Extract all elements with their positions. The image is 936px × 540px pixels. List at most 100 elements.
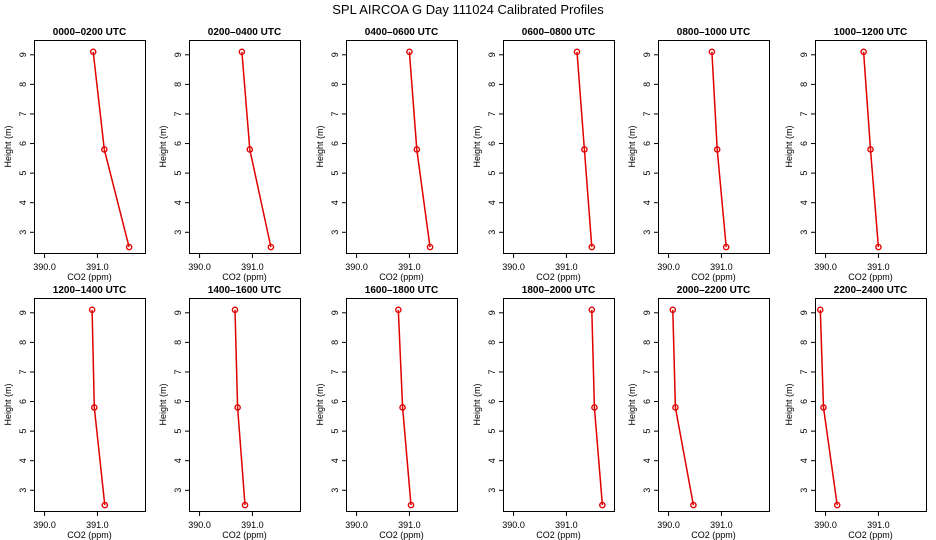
y-tick-label: 3 <box>799 488 809 493</box>
panel-title: 0600–0800 UTC <box>522 27 595 38</box>
y-axis-label: Height (m) <box>627 125 637 167</box>
plot-frame <box>34 298 146 512</box>
x-axis-label: CO2 (ppm) <box>848 530 893 540</box>
y-tick-label: 8 <box>330 340 340 345</box>
y-tick-label: 5 <box>330 429 340 434</box>
y-tick-label: 7 <box>330 369 340 374</box>
y-tick-label: 8 <box>173 340 183 345</box>
panel-title: 0800–1000 UTC <box>677 27 750 38</box>
data-point <box>860 48 867 56</box>
data-point <box>101 501 109 509</box>
y-tick-label: 6 <box>799 141 809 146</box>
x-tick-label: 391.0 <box>86 262 109 272</box>
data-point <box>867 146 874 153</box>
x-tick-label: 391.0 <box>710 262 733 272</box>
profile-line <box>397 309 412 506</box>
profile-line <box>408 51 431 248</box>
y-tick-label: 4 <box>642 200 652 205</box>
y-axis-label: Height (m) <box>784 383 794 425</box>
plot-frame <box>503 298 615 512</box>
plot-frame <box>189 40 301 254</box>
y-axis-label: Height (m) <box>3 125 13 167</box>
x-tick-label: 391.0 <box>398 262 421 272</box>
y-axis-label: Height (m) <box>158 125 168 167</box>
panel-title: 0400–0600 UTC <box>365 27 438 38</box>
data-point <box>820 404 827 411</box>
y-tick-label: 5 <box>173 171 183 176</box>
data-point <box>816 306 824 314</box>
x-axis-label: CO2 (ppm) <box>848 272 893 282</box>
x-tick-label: 391.0 <box>86 520 109 530</box>
plot-frame <box>658 40 770 254</box>
plot-frame <box>815 298 927 512</box>
data-point <box>238 48 246 56</box>
x-axis-label: CO2 (ppm) <box>222 530 267 540</box>
y-tick-label: 4 <box>173 458 183 463</box>
y-tick-label: 7 <box>487 111 497 116</box>
y-tick-label: 6 <box>330 399 340 404</box>
data-point <box>406 48 413 56</box>
y-tick-label: 7 <box>173 111 183 116</box>
x-axis-label: CO2 (ppm) <box>379 272 424 282</box>
data-point <box>581 146 588 153</box>
x-tick-label: 391.0 <box>710 520 733 530</box>
y-tick-label: 9 <box>18 310 28 315</box>
profile-line <box>234 309 246 506</box>
y-tick-label: 6 <box>18 141 28 146</box>
profile-line <box>241 51 272 248</box>
x-tick-label: 391.0 <box>867 262 890 272</box>
data-point <box>101 146 108 153</box>
y-tick-label: 8 <box>642 340 652 345</box>
plot-frame <box>346 40 458 254</box>
data-point <box>267 243 275 251</box>
y-tick-label: 3 <box>330 488 340 493</box>
profile-line <box>591 309 604 506</box>
y-tick-label: 9 <box>18 52 28 57</box>
y-tick-label: 3 <box>173 488 183 493</box>
data-point <box>690 501 697 509</box>
data-point <box>713 146 721 153</box>
profile-line <box>819 309 838 506</box>
data-point <box>875 243 882 251</box>
data-point <box>407 501 415 509</box>
y-tick-label: 9 <box>487 52 497 57</box>
data-point <box>833 501 841 509</box>
y-tick-label: 3 <box>487 488 497 493</box>
panel-title: 0000–0200 UTC <box>53 27 126 38</box>
y-tick-label: 9 <box>173 310 183 315</box>
y-axis-label: Height (m) <box>315 125 325 167</box>
y-axis-label: Height (m) <box>472 125 482 167</box>
plot-frame <box>815 40 927 254</box>
y-tick-label: 4 <box>330 458 340 463</box>
x-tick-label: 390.0 <box>188 520 211 530</box>
y-axis-label: Height (m) <box>3 383 13 425</box>
y-tick-label: 4 <box>173 200 183 205</box>
y-tick-label: 8 <box>18 82 28 87</box>
y-tick-label: 7 <box>173 369 183 374</box>
plot-frame <box>34 40 146 254</box>
y-tick-label: 7 <box>18 369 28 374</box>
panel-title: 1200–1400 UTC <box>53 285 126 296</box>
x-tick-label: 391.0 <box>555 520 578 530</box>
panel-title: 0200–0400 UTC <box>208 27 281 38</box>
data-point <box>708 48 716 56</box>
plot-frame <box>658 298 770 512</box>
y-tick-label: 5 <box>799 429 809 434</box>
y-tick-label: 4 <box>642 458 652 463</box>
y-tick-label: 4 <box>330 200 340 205</box>
data-point <box>591 404 598 411</box>
x-tick-label: 390.0 <box>33 520 56 530</box>
data-point <box>241 501 249 509</box>
y-tick-label: 8 <box>799 340 809 345</box>
x-tick-label: 391.0 <box>241 520 264 530</box>
y-tick-label: 9 <box>173 52 183 57</box>
x-axis-label: CO2 (ppm) <box>379 530 424 540</box>
y-tick-label: 6 <box>642 399 652 404</box>
plot-frame <box>189 298 301 512</box>
